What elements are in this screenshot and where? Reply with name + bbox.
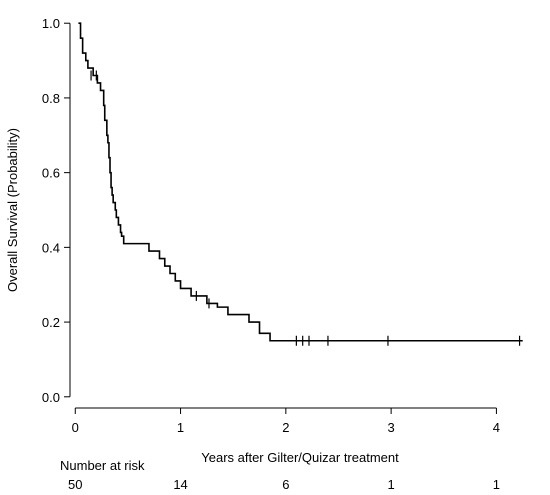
x-tick-label: 2 [282,420,289,435]
x-tick-label: 0 [72,420,79,435]
y-axis-ticks: 0.0 0.2 0.4 0.6 0.8 1.0 [42,16,70,405]
x-tick-label: 4 [493,420,500,435]
survival-curve [78,22,523,342]
y-tick-label: 0.0 [42,390,60,405]
y-tick-label: 0.8 [42,91,60,106]
x-tick-label: 1 [177,420,184,435]
y-axis-title: Overall Survival (Probability) [5,128,20,292]
risk-table-counts: 50 14 6 1 1 [68,477,500,492]
risk-table-title: Number at risk [60,458,145,473]
x-axis-ticks: 0 1 2 3 4 [72,408,500,435]
risk-count: 50 [68,477,82,492]
risk-count: 1 [493,477,500,492]
x-tick-label: 3 [388,420,395,435]
y-tick-label: 0.2 [42,315,60,330]
x-axis-title: Years after Gilter/Quizar treatment [201,450,399,465]
risk-count: 6 [282,477,289,492]
axes: 0 1 2 3 4 0.0 0.2 0.4 0.6 0.8 1.0 [42,16,500,435]
risk-count: 14 [173,477,187,492]
plot-area [78,22,523,346]
y-tick-label: 1.0 [42,16,60,31]
risk-count: 1 [388,477,395,492]
y-tick-label: 0.4 [42,240,60,255]
y-tick-label: 0.6 [42,166,60,181]
